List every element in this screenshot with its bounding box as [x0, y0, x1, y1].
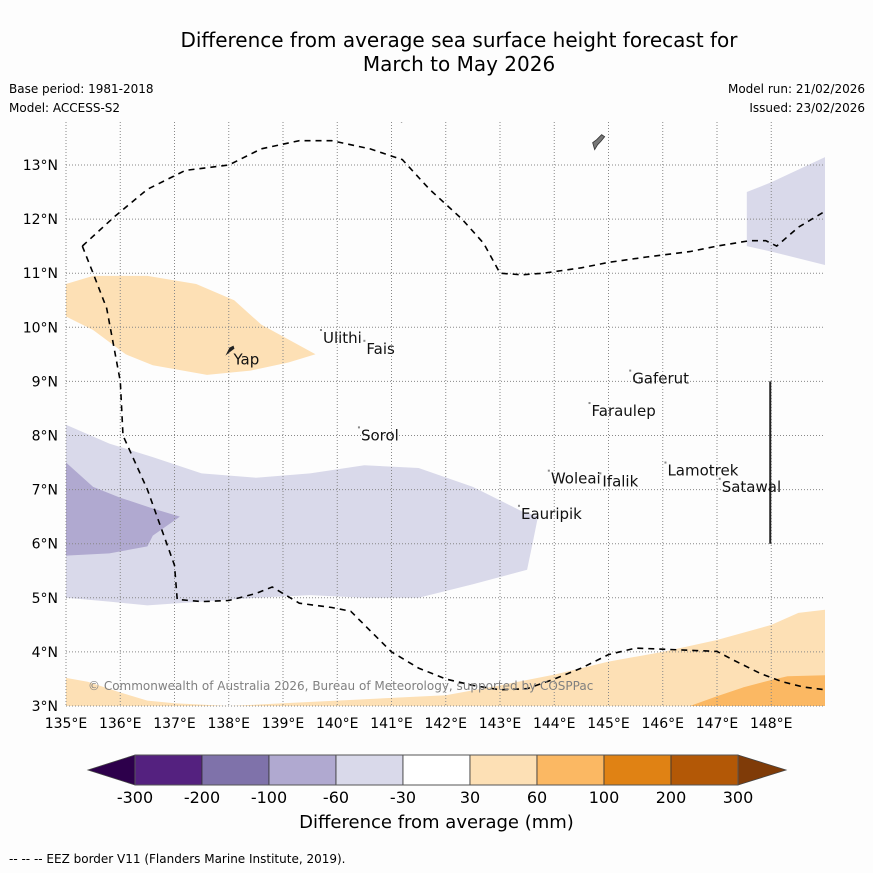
- x-tick-label: 138°E: [207, 716, 250, 732]
- x-tick-label: 147°E: [696, 716, 739, 732]
- title-line-1: Difference from average sea surface heig…: [180, 28, 738, 52]
- colorbar-segment: [201, 754, 270, 786]
- y-tick-label: 8°N: [32, 429, 58, 445]
- colorbar-tick-label: -200: [184, 788, 220, 807]
- island-marker-icon: [718, 477, 721, 480]
- colorbar-tick-label: 200: [656, 788, 687, 807]
- colorbar-tick-label: -60: [323, 788, 349, 807]
- island-label: Lamotrek: [667, 462, 738, 480]
- y-tick-label: 11°N: [23, 266, 58, 282]
- footer-note: -- -- -- EEZ border V11 (Flanders Marine…: [9, 852, 346, 866]
- x-tick-label: 137°E: [153, 716, 196, 732]
- x-tick-label: 145°E: [587, 716, 630, 732]
- x-tick-label: 146°E: [641, 716, 684, 732]
- eez-border-line: [81, 245, 825, 691]
- colorbar-tick-label: -100: [251, 788, 287, 807]
- island-marker-icon: [363, 339, 366, 342]
- colorbar-under-arrow: [86, 754, 136, 786]
- region-positive-30-60-northwest: [66, 275, 316, 375]
- colorbar-segment: [603, 754, 672, 786]
- island-marker-icon: [357, 426, 360, 429]
- guam-island-icon: [592, 134, 606, 151]
- eez-borders: [81, 122, 825, 691]
- island-label: Fais: [366, 340, 395, 358]
- x-tick-label: 140°E: [316, 716, 359, 732]
- x-tick-label: 143°E: [479, 716, 522, 732]
- colorbar-segment: [670, 754, 739, 786]
- issued-date: Issued: 23/02/2026: [749, 101, 865, 115]
- colorbar-label: Difference from average (mm): [299, 812, 574, 833]
- title-line-2: March to May 2026: [362, 52, 556, 76]
- region-negative-100-60-west: [66, 462, 180, 556]
- x-tick-label: 136°E: [99, 716, 142, 732]
- region-positive-30-60-south: [66, 609, 825, 706]
- colorbar-tick-label: -30: [390, 788, 416, 807]
- meta-right: Model run: 21/02/2026 Issued: 23/02/2026: [728, 80, 865, 118]
- model-run: Model run: 21/02/2026: [727, 82, 865, 96]
- x-tick-label: 135°E: [45, 716, 88, 732]
- eez-border-line: [400, 122, 403, 123]
- colorbar-tick-label: 60: [527, 788, 547, 807]
- colorbar-tick-label: 300: [723, 788, 754, 807]
- colorbar-segment: [335, 754, 404, 786]
- x-tick-label: 141°E: [370, 716, 413, 732]
- island-marker-icon: [319, 329, 322, 332]
- colorbar: -300 -200 -100 -60 -30 30 60 100 200 300: [86, 754, 788, 807]
- x-tick-label: 142°E: [424, 716, 467, 732]
- island-marker-icon: [599, 472, 602, 475]
- island-label: Yap: [232, 351, 259, 369]
- x-tick-label: 139°E: [262, 716, 305, 732]
- y-tick-label: 3°N: [32, 699, 58, 715]
- meta-left: Base period: 1981-2018 Model: ACCESS-S2: [9, 80, 154, 118]
- region-positive-60-100-southeast: [689, 675, 825, 706]
- island-label: Sorol: [361, 426, 399, 444]
- chart-title: Difference from average sea surface heig…: [0, 28, 873, 76]
- island-marker-icon: [588, 402, 591, 405]
- y-tick-label: 4°N: [32, 645, 58, 661]
- island-label: Eauripik: [521, 505, 582, 523]
- y-tick-label: 5°N: [32, 591, 58, 607]
- model-name: Model: ACCESS-S2: [9, 101, 121, 115]
- colorbar-segment: [268, 754, 337, 786]
- colorbar-segment: [402, 754, 471, 786]
- island-label: Satawal: [722, 478, 781, 496]
- colorbar-segment: [469, 754, 538, 786]
- x-tick-label: 148°E: [750, 716, 793, 732]
- y-tick-label: 7°N: [32, 483, 58, 499]
- axes: 135°E 136°E 137°E 138°E 139°E 140°E 141°E 142°E…: [23, 158, 793, 732]
- x-tick-label: 144°E: [533, 716, 576, 732]
- island-marker-icon: [664, 461, 667, 464]
- y-tick-label: 9°N: [32, 374, 58, 390]
- colorbar-segment: [536, 754, 605, 786]
- colorbar-over-arrow: [737, 754, 788, 786]
- island-label: Ifalik: [602, 472, 638, 490]
- colorbar-frame: [134, 754, 739, 786]
- y-tick-label: 13°N: [23, 158, 58, 174]
- island-marker-icon: [629, 369, 632, 372]
- colorbar-tick-label: -300: [117, 788, 153, 807]
- island-label: Woleai: [551, 470, 601, 488]
- island-marker-icon: [547, 469, 550, 472]
- eez-border-line: [81, 139, 825, 276]
- anomaly-regions: [66, 157, 825, 706]
- island-label: Ulithi: [323, 329, 362, 347]
- y-tick-label: 10°N: [23, 320, 58, 336]
- base-period: Base period: 1981-2018: [9, 82, 154, 96]
- watermark: © Commonwealth of Australia 2026, Bureau…: [88, 679, 593, 693]
- island-label: Gaferut: [632, 370, 689, 388]
- colorbar-tick-label: 30: [460, 788, 480, 807]
- region-negative-60-30-band: [66, 424, 538, 606]
- colorbar-tick-label: 100: [589, 788, 620, 807]
- colorbar-segment: [134, 754, 203, 786]
- y-tick-label: 6°N: [32, 537, 58, 553]
- island-label: Faraulep: [592, 402, 656, 420]
- island-marker-icon: [517, 504, 520, 507]
- region-negative-60-30-northeast: [746, 157, 825, 265]
- yap-island-icon: [225, 345, 235, 356]
- y-tick-label: 12°N: [23, 212, 58, 228]
- gridlines: [65, 122, 825, 707]
